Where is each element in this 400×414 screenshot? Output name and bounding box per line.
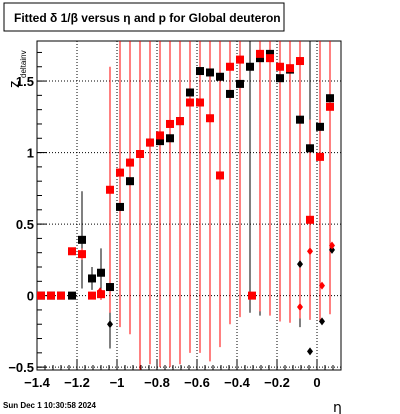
data-point-square xyxy=(266,49,274,58)
data-point-square xyxy=(57,291,65,300)
data-point-square xyxy=(166,134,174,143)
x-tick-label: −1 xyxy=(110,375,125,390)
data-point-square xyxy=(97,268,105,277)
data-point-square xyxy=(97,290,105,299)
y-tick-label: 0.5 xyxy=(16,217,34,232)
data-markers xyxy=(37,49,335,356)
data-point-diamond xyxy=(297,303,303,312)
data-point-square xyxy=(176,117,184,126)
data-point-diamond xyxy=(307,347,313,356)
data-point-square xyxy=(37,291,45,300)
x-tick-label: −0.4 xyxy=(224,375,250,390)
data-point-square xyxy=(236,79,244,88)
data-point-square xyxy=(78,235,86,244)
y-tick-label: 1.5 xyxy=(16,74,34,89)
data-point-square xyxy=(236,55,244,64)
data-point-square xyxy=(296,57,304,66)
data-point-square xyxy=(166,119,174,128)
y-tick-label: 0 xyxy=(27,289,34,304)
data-point-square xyxy=(68,247,76,256)
x-tick-label: −0.2 xyxy=(264,375,290,390)
data-point-square xyxy=(186,88,194,97)
x-axis-label: η xyxy=(333,400,342,414)
data-point-square xyxy=(116,202,124,211)
data-point-square xyxy=(126,158,134,167)
timestamp: Sun Dec 1 10:30:58 2024 xyxy=(3,401,96,410)
data-point-square xyxy=(316,122,324,131)
data-point-square xyxy=(276,74,284,83)
data-point-square xyxy=(246,62,254,71)
data-point-diamond xyxy=(319,317,325,326)
data-point-square xyxy=(106,283,114,292)
data-point-square xyxy=(306,215,314,224)
data-point-square xyxy=(88,291,96,300)
y-axis-label-subscript: deltainv xyxy=(19,50,28,78)
data-point-square xyxy=(326,102,334,111)
data-point-square xyxy=(126,177,134,186)
data-point-square xyxy=(88,274,96,283)
data-point-square xyxy=(266,54,274,63)
data-point-diamond xyxy=(97,287,103,296)
data-point-square xyxy=(256,49,264,58)
data-point-square xyxy=(186,98,194,107)
data-point-square xyxy=(216,72,224,81)
data-point-square xyxy=(156,131,164,140)
data-point-square xyxy=(276,62,284,71)
data-point-diamond xyxy=(319,281,325,290)
data-point-square xyxy=(306,144,314,153)
y-axis-label: z xyxy=(6,81,23,89)
data-point-diamond xyxy=(307,247,313,256)
y-tick-label: 1 xyxy=(27,146,34,161)
data-point-square xyxy=(316,152,324,161)
data-point-diamond xyxy=(107,320,113,329)
data-point-square xyxy=(136,150,144,159)
data-point-square xyxy=(146,138,154,147)
x-tick-label: −1.4 xyxy=(24,375,50,390)
x-tick-label: 0 xyxy=(313,375,320,390)
data-point-square xyxy=(226,89,234,98)
data-point-square xyxy=(106,185,114,194)
data-point-square xyxy=(47,291,55,300)
y-tick-label: −0.5 xyxy=(8,360,34,375)
data-point-square xyxy=(226,62,234,71)
data-point-square xyxy=(216,171,224,180)
data-point-diamond xyxy=(297,260,303,269)
data-point-square xyxy=(296,115,304,124)
chart-title: Fitted δ 1/β versus η and p for Global d… xyxy=(14,11,281,25)
data-point-square xyxy=(78,250,86,259)
data-point-square xyxy=(196,67,204,76)
grid-lines xyxy=(37,41,341,370)
x-tick-label: −0.8 xyxy=(144,375,170,390)
error-bars xyxy=(71,41,331,370)
data-point-square xyxy=(256,54,264,63)
title-box xyxy=(3,2,285,32)
data-point-square xyxy=(206,68,214,77)
data-point-diamond xyxy=(329,245,335,254)
x-tick-label: −0.6 xyxy=(184,375,210,390)
y-axis: −0.5 0 0.5 1 1.5 xyxy=(8,51,47,375)
data-point-square xyxy=(68,291,76,300)
x-tick-label: −1.2 xyxy=(64,375,90,390)
data-point-square xyxy=(156,137,164,146)
data-point-square xyxy=(116,168,124,177)
data-point-square xyxy=(206,114,214,123)
data-point-square xyxy=(326,94,334,103)
data-point-square xyxy=(286,64,294,73)
data-point-square xyxy=(248,291,256,300)
data-point-square xyxy=(196,98,204,107)
data-point-diamond xyxy=(329,241,335,250)
x-axis: −1.4 −1.2 −1 −0.8 −0.6 −0.4 −0.2 0 xyxy=(24,360,342,390)
